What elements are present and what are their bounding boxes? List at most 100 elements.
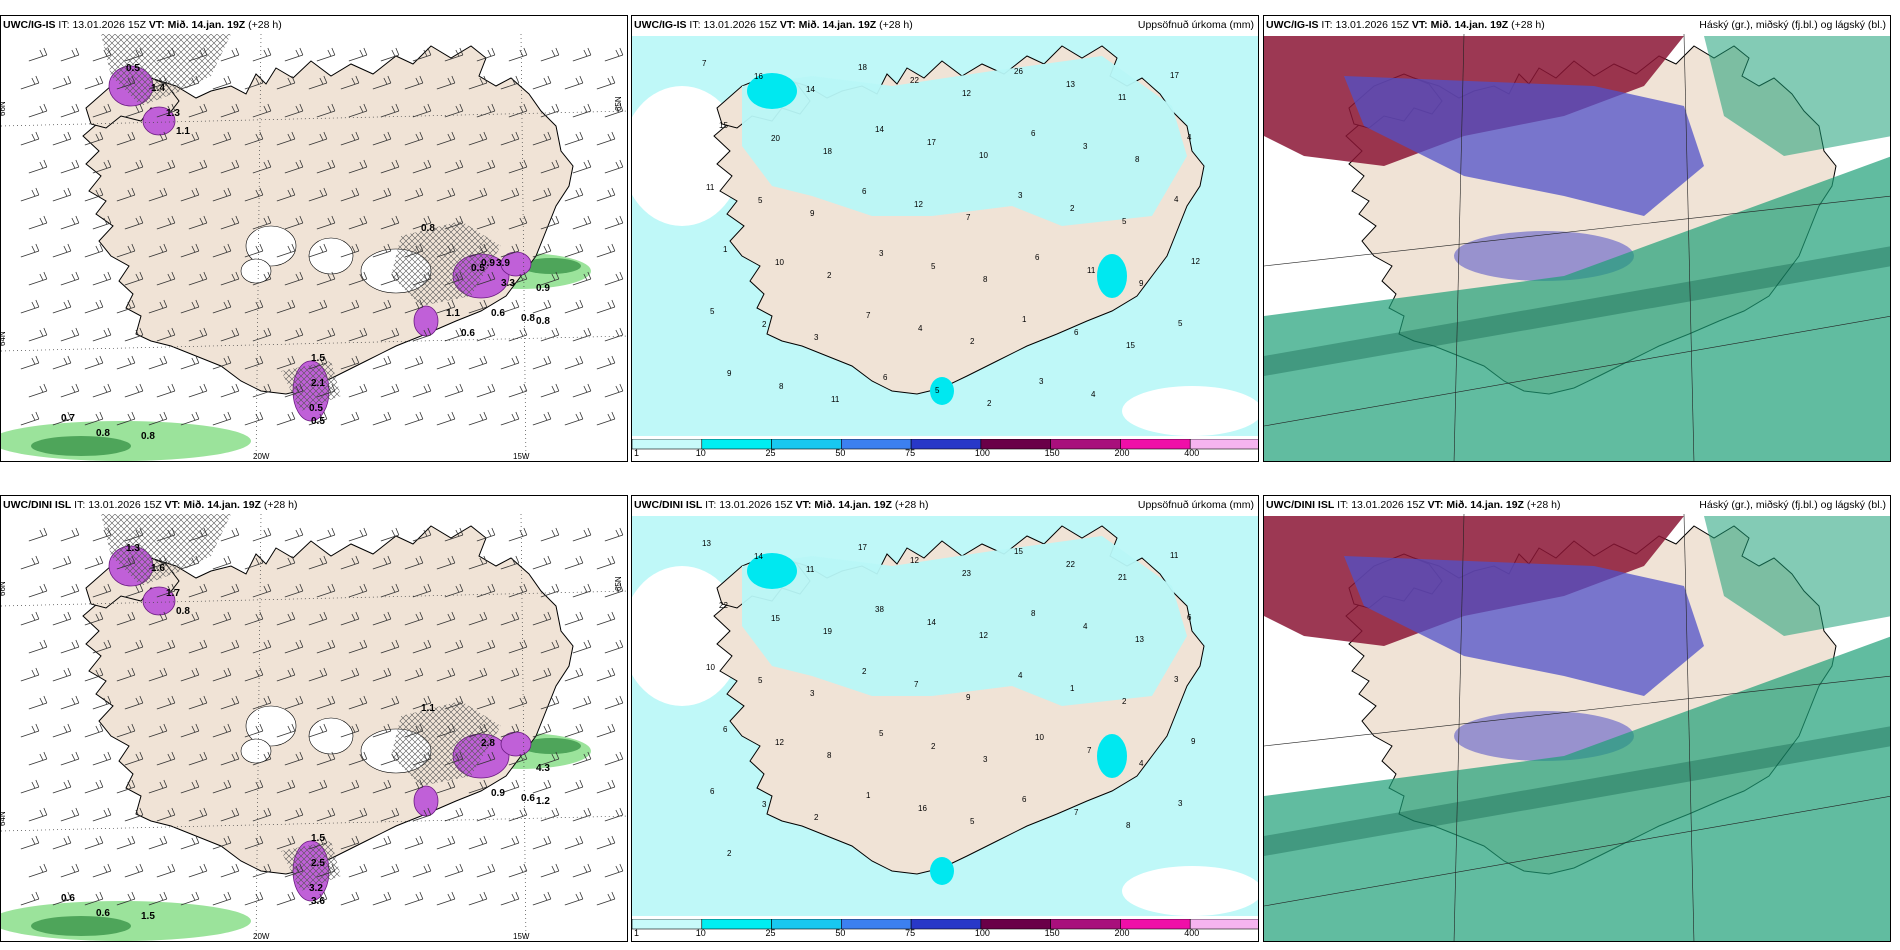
longitude-label: 20W [253,452,270,461]
precip-total-label: 2 [862,667,867,676]
precip-total-label: 4 [918,324,923,333]
wind-barb [372,75,392,90]
wind-barb [596,187,616,202]
wind-barb [476,751,496,766]
map-panel-cloud: UWC/IG-IS IT: 13.01.2026 15Z VT: Mið. 14… [1263,15,1891,462]
wind-barb [572,639,592,654]
wind-barb [372,891,392,906]
precip-value-label: 1.5 [141,911,155,922]
precip-total-label: 11 [706,183,715,192]
precip-total-label: 17 [927,138,936,147]
precip-total-label: 9 [810,209,815,218]
precip-value-label: 1.5 [311,353,325,364]
precip-value-label: 1.6 [151,563,165,574]
wind-barb [540,583,560,598]
precip-shading [742,56,1187,226]
wind-barb [532,891,552,906]
precip-total-label: 12 [775,738,784,747]
precip-shading [742,536,1187,706]
precip-total-label: 19 [823,627,832,636]
colorbar-tick-label: 100 [974,928,990,938]
wind-barb [508,271,528,286]
wind-barb [188,383,208,398]
wind-barb [116,355,136,370]
wind-barb [436,75,456,90]
wind-barb [308,131,328,146]
wind-barb [60,527,80,542]
wind-barb [572,583,592,598]
wind-barb [340,611,360,626]
wind-barb [468,187,488,202]
mid-cloud [1344,76,1704,216]
precip-total-label: 4 [1174,195,1179,204]
wind-barb [436,779,456,794]
wind-barb [340,75,360,90]
wind-barb [188,807,208,822]
wind-barb [500,299,520,314]
precip-value-label: 0.9 [481,258,495,269]
wind-barb [92,807,112,822]
precip-total-label: 21 [1118,573,1127,582]
wind-barb [604,103,624,118]
precip-value-label: 0.5 [309,403,323,414]
icing-area [391,221,501,306]
vt-prefix-text: VT: [1411,19,1428,31]
wind-barb [380,807,400,822]
wind-barb [564,131,584,146]
wind-barb [180,411,200,426]
precip-total-label: 4 [1139,759,1144,768]
model-text: UWC/DINI ISL [634,499,703,511]
wind-barb [444,527,464,542]
wind-barb [532,355,552,370]
low-cloud [1704,516,1890,636]
wind-barb [380,159,400,174]
colorbar-segment [1050,919,1121,930]
wind-barb [604,215,624,230]
precip-value-label: 0.8 [536,316,550,327]
wind-barb [340,779,360,794]
wind-barb [180,131,200,146]
wind-barb [28,271,48,286]
wind-barb [124,863,144,878]
wind-barb [444,751,464,766]
precip-total-label: 11 [806,565,815,574]
wind-barb [92,47,112,62]
wind-barb [212,355,232,370]
precip-total-label: 4 [1083,622,1088,631]
wind-barb [404,411,424,426]
wind-barb [476,327,496,342]
wind-barb [244,667,264,682]
wind-barb [252,807,272,822]
wind-barb [92,695,112,710]
wind-barb [244,243,264,258]
graticule-line [1683,513,1695,941]
wind-barb [500,187,520,202]
wind-barb [20,243,40,258]
precip-total-label: 10 [706,663,715,672]
wind-barb [596,299,616,314]
colorbar-tick-label: 150 [1044,448,1060,458]
precip-total-label: 12 [979,631,988,640]
wind-barb [564,555,584,570]
precip-total-label: 5 [1178,319,1183,328]
precip-total-label: 10 [1035,733,1044,742]
wind-barb [124,583,144,598]
wind-barb [316,583,336,598]
longitude-label: 15W [513,932,530,941]
wind-barb [564,891,584,906]
wind-barb [532,779,552,794]
wind-barb [596,891,616,906]
wind-barb [596,779,616,794]
wind-barb [220,271,240,286]
wind-barb [316,807,336,822]
colorbar-segment [632,439,703,450]
wind-barb [444,47,464,62]
wind-barb [476,527,496,542]
wind-barb [28,215,48,230]
wind-barb [156,807,176,822]
precip-total-label: 6 [710,787,715,796]
wind-barb [276,555,296,570]
heavy-precip [1097,254,1127,298]
glacier [308,717,354,755]
panel-title: UWC/IG-IS IT: 13.01.2026 15Z VT: Mið. 14… [1266,19,1545,31]
